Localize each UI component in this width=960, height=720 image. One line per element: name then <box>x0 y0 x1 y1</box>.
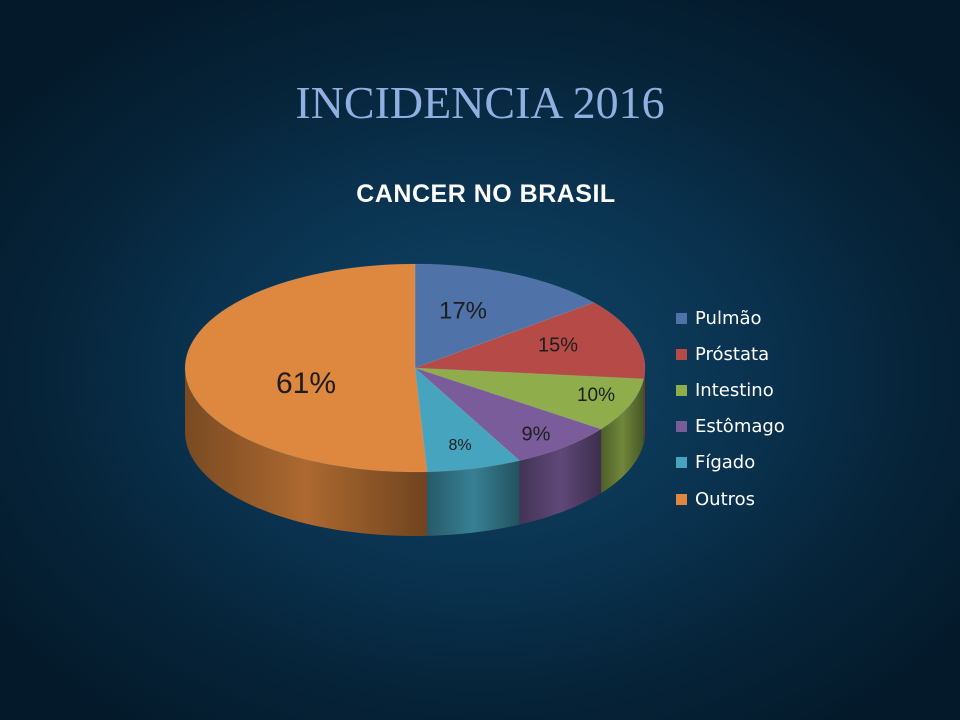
legend-item-figado: Fígado <box>676 445 785 481</box>
pie-sides <box>185 368 645 536</box>
legend-item-prostata: Próstata <box>676 336 785 372</box>
legend-label: Próstata <box>695 343 770 365</box>
legend-swatch <box>676 493 687 505</box>
legend-swatch <box>676 384 687 396</box>
legend-label: Intestino <box>695 379 774 401</box>
legend-label: Fígado <box>695 452 756 474</box>
pie-labels: 17% 15% 10% 9% 8% 61% <box>276 297 615 454</box>
legend-swatch <box>676 457 687 469</box>
legend-item-pulmao: Pulmão <box>676 300 785 336</box>
legend: Pulmão Próstata Intestino Estômago Fígado Out… <box>676 300 785 517</box>
slide-title: INCIDENCIA 2016 <box>295 77 665 128</box>
pie-side-figado <box>427 460 520 536</box>
pie-side-outros <box>185 368 428 536</box>
pie-side-prostata <box>643 368 645 443</box>
pie-slice-prostata <box>414 302 646 380</box>
data-label-prostata: 15% <box>538 334 578 356</box>
legend-item-intestino: Intestino <box>676 372 785 408</box>
pie-top <box>184 263 646 473</box>
legend-swatch <box>676 312 687 324</box>
legend-label: Pulmão <box>695 307 762 329</box>
chart-title: CANCER NO BRASIL <box>356 180 616 208</box>
pie-slice-pulmao <box>414 263 595 369</box>
data-label-estomago: 9% <box>522 423 551 445</box>
pie-slice-figado <box>414 367 521 473</box>
legend-label: Estômago <box>695 416 785 438</box>
data-label-intestino: 10% <box>577 385 615 406</box>
legend-label: Outros <box>695 488 756 510</box>
legend-swatch <box>676 348 687 360</box>
legend-item-outros: Outros <box>676 481 785 517</box>
legend-swatch <box>676 421 687 433</box>
pie-slice-estomago <box>414 367 602 461</box>
legend-item-estomago: Estômago <box>676 409 785 445</box>
data-label-figado: 8% <box>448 437 471 454</box>
pie-slice-intestino <box>414 367 645 430</box>
pie-side-intestino <box>601 378 644 494</box>
data-label-outros: 61% <box>276 367 336 400</box>
data-label-pulmao: 17% <box>439 297 487 324</box>
pie-side-estomago <box>519 429 602 525</box>
pie-slice-outros <box>184 263 428 473</box>
